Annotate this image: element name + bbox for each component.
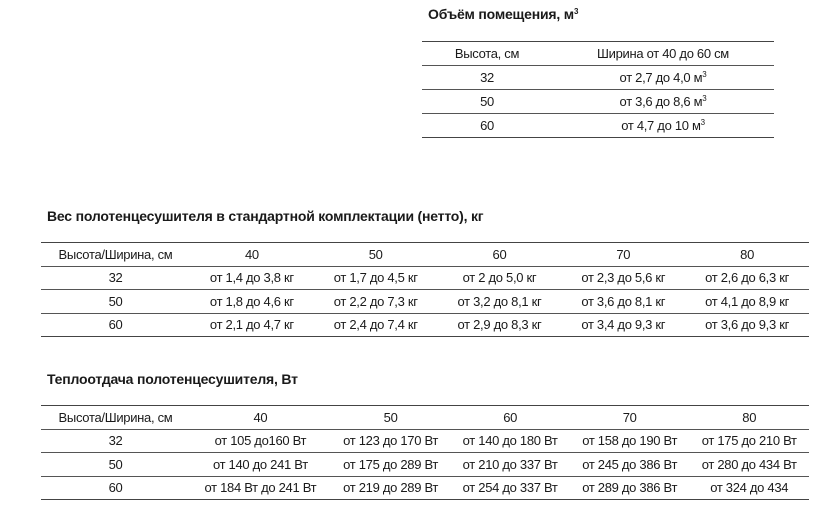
table-cell: от 4,7 до 10 м3: [552, 114, 774, 138]
table-cell: от 2 до 5,0 кг: [462, 270, 537, 286]
column-header: 70: [616, 246, 631, 262]
table-cell: от 219 до 289 Вт: [343, 480, 439, 496]
column-header: 60: [492, 246, 507, 262]
table-cell: от 2,1 до 4,7 кг: [209, 317, 294, 333]
table-cell: от 1,7 до 4,5 кг: [333, 270, 418, 286]
table-cell: от 3,2 до 8,1 кг: [457, 293, 542, 309]
table-cell: от 3,6 до 8,6 м3: [552, 90, 774, 114]
row-header: 32: [480, 70, 494, 85]
table-cell: от 175 до 210 Вт: [701, 433, 797, 449]
table-cell: от 175 до 289 Вт: [343, 456, 439, 472]
table-cell: от 1,8 до 4,6 кг: [209, 293, 294, 309]
volume-title: Объём помещения, м3: [428, 6, 578, 22]
table-cell: от 254 до 337 Вт: [462, 480, 558, 496]
volume-table: Высота, см Ширина от 40 до 60 см 32 от 2,…: [422, 41, 774, 138]
table-cell: от 4,1 до 8,9 кг: [705, 293, 790, 309]
table-cell: от 3,4 до 9,3 кг: [581, 317, 666, 333]
column-header: Высота/Ширина, см: [58, 409, 173, 425]
column-header: 60: [503, 409, 518, 425]
header-row: Высота, см Ширина от 40 до 60 см: [422, 41, 774, 66]
table-cell: от 289 до 386 Вт: [582, 480, 678, 496]
cell-value: от 2,7 до 4,0 м: [619, 70, 703, 85]
table-cell: от 210 до 337 Вт: [462, 456, 558, 472]
table-cell: от 140 до 180 Вт: [462, 433, 558, 449]
table-cell: от 140 до 241 Вт: [212, 456, 308, 472]
table-row: 60 от 2,1 до 4,7 кг от 2,4 до 7,4 кг от 2,9…: [41, 313, 809, 337]
superscript: 3: [702, 70, 707, 79]
table-row: 32 от 1,4 до 3,8 кг от 1,7 до 4,5 кг от 2 д…: [41, 266, 809, 290]
column-header: Высота/Ширина, см: [58, 246, 173, 262]
table-cell: от 2,2 до 7,3 кг: [333, 293, 418, 309]
table-row: 50 от 140 до 241 Вт от 175 до 289 Вт от 210…: [41, 453, 809, 476]
column-header: 50: [368, 246, 383, 262]
table-cell: от 184 Вт до 241 Вт: [204, 480, 317, 496]
row-header: 32: [108, 433, 123, 449]
column-header: 80: [742, 409, 757, 425]
table-cell: от 2,3 до 5,6 кг: [581, 270, 666, 286]
table-cell: от 3,6 до 9,3 кг: [705, 317, 790, 333]
column-header: 50: [383, 409, 398, 425]
table-cell: от 2,9 до 8,3 кг: [457, 317, 542, 333]
weight-table: Высота/Ширина, см 40 50 60 70 80 32 от 1,4 до 3…: [41, 242, 809, 337]
table-row: 60 от 4,7 до 10 м3: [422, 114, 774, 138]
weight-title: Вес полотенцесушителя в стандартной комп…: [47, 208, 484, 224]
superscript: 3: [702, 94, 707, 103]
cell-value: от 4,7 до 10 м: [621, 118, 701, 133]
table-cell: от 1,4 до 3,8 кг: [209, 270, 294, 286]
table-cell: от 123 до 170 Вт: [343, 433, 439, 449]
header-row: Высота/Ширина, см 40 50 60 70 80: [41, 242, 809, 266]
row-header: 32: [108, 270, 123, 286]
cell-value: от 3,6 до 8,6 м: [619, 94, 703, 109]
row-header: 50: [108, 456, 123, 472]
table-cell: от 2,4 до 7,4 кг: [333, 317, 418, 333]
table-cell: от 2,7 до 4,0 м3: [552, 66, 774, 90]
heat-table: Высота/Ширина, см 40 50 60 70 80 32 от 105 до16…: [41, 405, 809, 500]
header-row: Высота/Ширина, см 40 50 60 70 80: [41, 405, 809, 429]
row-header: 60: [108, 317, 123, 333]
volume-title-text: Объём помещения, м: [428, 6, 574, 22]
row-header: 50: [108, 293, 123, 309]
heat-title: Теплоотдача полотенцесушителя, Вт: [47, 371, 298, 387]
table-cell: от 2,6 до 6,3 кг: [705, 270, 790, 286]
table-cell: от 3,6 до 8,1 кг: [581, 293, 666, 309]
row-header: 50: [480, 94, 494, 109]
column-header: Высота, см: [454, 46, 520, 61]
table-cell: от 105 до160 Вт: [214, 433, 307, 449]
column-header: 70: [622, 409, 637, 425]
table-cell: от 280 до 434 Вт: [701, 456, 797, 472]
table-cell: от 324 до 434: [710, 480, 789, 496]
table-row: 60 от 184 Вт до 241 Вт от 219 до 289 Вт от …: [41, 476, 809, 500]
row-header: 60: [480, 118, 494, 133]
table-cell: от 158 до 190 Вт: [582, 433, 678, 449]
superscript: 3: [573, 7, 579, 16]
row-header: 60: [108, 480, 123, 496]
table-cell: от 245 до 386 Вт: [582, 456, 678, 472]
column-header: 40: [244, 246, 259, 262]
table-row: 32 от 105 до160 Вт от 123 до 170 Вт от 140 …: [41, 429, 809, 453]
column-header: 40: [253, 409, 268, 425]
table-row: 50 от 1,8 до 4,6 кг от 2,2 до 7,3 кг от 3,2…: [41, 290, 809, 313]
table-row: 50 от 3,6 до 8,6 м3: [422, 90, 774, 114]
table-row: 32 от 2,7 до 4,0 м3: [422, 66, 774, 90]
column-header: Ширина от 40 до 60 см: [597, 46, 729, 61]
superscript: 3: [700, 118, 705, 127]
column-header: 80: [740, 246, 755, 262]
